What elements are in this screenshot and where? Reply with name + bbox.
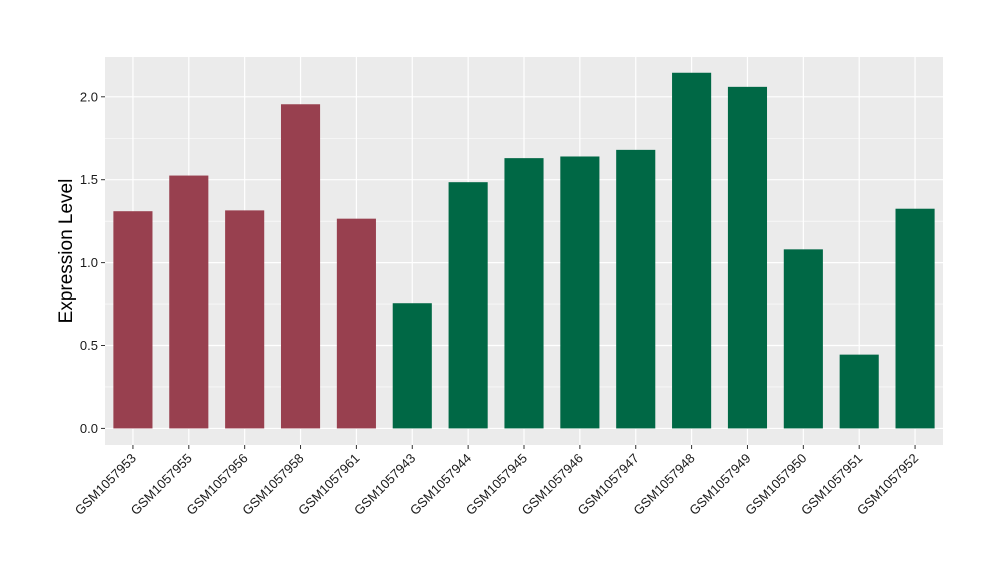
bar-GSM1057943 bbox=[392, 303, 432, 429]
y-tick-label: 1.0 bbox=[80, 255, 98, 270]
y-tick-label: 0.5 bbox=[80, 338, 98, 353]
bar-GSM1057945 bbox=[504, 158, 544, 429]
bar-GSM1057961 bbox=[336, 218, 376, 429]
bar-GSM1057950 bbox=[783, 249, 823, 429]
bars bbox=[113, 72, 935, 429]
y-tick-label: 0.0 bbox=[80, 421, 98, 436]
bar-GSM1057944 bbox=[448, 182, 488, 429]
y-tick-label: 2.0 bbox=[80, 89, 98, 104]
x-axis: GSM1057953GSM1057955GSM1057956GSM1057958… bbox=[72, 445, 921, 518]
bar-GSM1057955 bbox=[169, 175, 209, 429]
bar-GSM1057947 bbox=[616, 149, 656, 429]
y-axis-title: Expression Level bbox=[56, 179, 77, 324]
bar-GSM1057953 bbox=[113, 211, 153, 429]
y-tick-label: 1.5 bbox=[80, 172, 98, 187]
bar-GSM1057958 bbox=[280, 104, 321, 429]
bar-GSM1057949 bbox=[727, 86, 768, 429]
bar-GSM1057951 bbox=[839, 354, 879, 429]
bar-GSM1057952 bbox=[895, 208, 935, 429]
bar-GSM1057946 bbox=[560, 156, 600, 429]
bar-GSM1057956 bbox=[225, 210, 265, 429]
bar-GSM1057948 bbox=[672, 72, 712, 429]
y-axis: 0.0 0.5 1.0 1.5 2.0 bbox=[80, 89, 105, 436]
